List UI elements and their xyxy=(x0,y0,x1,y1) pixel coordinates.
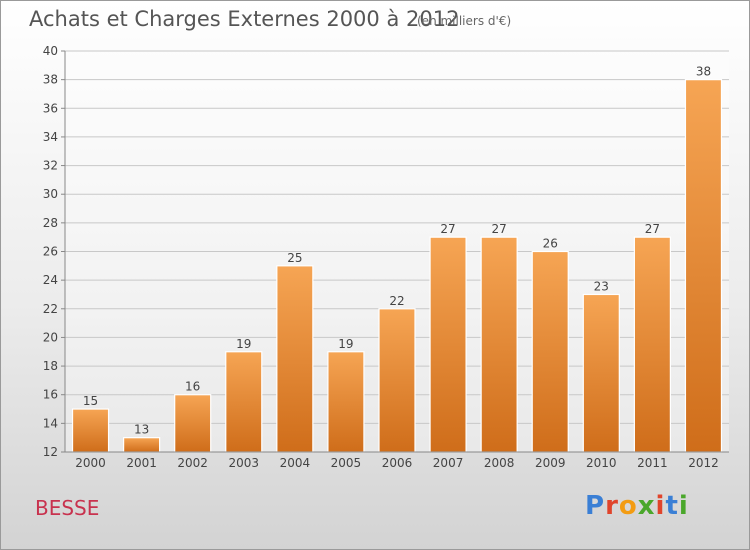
value-label: 38 xyxy=(696,65,711,79)
x-tick-label: 2000 xyxy=(75,456,106,470)
bar-2010[interactable] xyxy=(582,293,620,453)
bar-2005[interactable] xyxy=(327,351,365,453)
bar-2008[interactable] xyxy=(480,236,518,453)
y-tick-label: 30 xyxy=(43,187,58,201)
bar-2011[interactable] xyxy=(633,236,671,453)
x-tick-label: 2002 xyxy=(177,456,208,470)
bar-2000[interactable] xyxy=(71,408,110,453)
y-tick-label: 18 xyxy=(43,359,58,373)
y-tick-label: 38 xyxy=(43,73,58,87)
bar-2001[interactable] xyxy=(123,437,161,453)
value-label: 13 xyxy=(134,423,149,437)
y-tick-labels: 12 14 16 18 20 22 24 26 28 30 32 34 36 38 40 xyxy=(43,44,65,459)
logo-letter: o xyxy=(618,491,638,521)
value-label: 26 xyxy=(543,237,558,251)
y-tick-label: 24 xyxy=(43,273,58,287)
value-label: 16 xyxy=(185,380,200,394)
y-tick-label: 14 xyxy=(43,416,58,430)
x-tick-label: 2008 xyxy=(484,456,515,470)
x-tick-label: 2006 xyxy=(382,456,413,470)
x-tick-label: 2003 xyxy=(228,456,259,470)
x-tick-label: 2005 xyxy=(331,456,362,470)
value-label: 15 xyxy=(83,394,98,408)
x-tick-label: 2007 xyxy=(433,456,464,470)
x-tick-label: 2001 xyxy=(126,456,157,470)
x-tick-label: 2004 xyxy=(280,456,311,470)
bar-2012[interactable] xyxy=(684,79,723,453)
x-tick-label: 2009 xyxy=(535,456,566,470)
chart-subtitle: (en milliers d'€) xyxy=(417,14,512,28)
value-label: 27 xyxy=(492,222,507,236)
logo-letter: r xyxy=(605,491,619,521)
logo-letter: i xyxy=(678,491,689,521)
value-label: 19 xyxy=(236,337,251,351)
bar-2004[interactable] xyxy=(276,265,314,453)
value-label: 25 xyxy=(287,251,302,265)
x-tick-label: 2011 xyxy=(637,456,668,470)
bar-2007[interactable] xyxy=(429,236,467,453)
y-tick-label: 36 xyxy=(43,101,58,115)
y-tick-label: 34 xyxy=(43,130,58,144)
commune-name: BESSE xyxy=(35,496,100,520)
logo-letter: i xyxy=(655,491,666,521)
y-tick-label: 32 xyxy=(43,159,58,173)
bar-2009[interactable] xyxy=(531,250,569,453)
logo-letter: P xyxy=(585,491,606,521)
value-label: 19 xyxy=(338,337,353,351)
bar-2002[interactable] xyxy=(174,394,212,453)
y-tick-label: 12 xyxy=(43,445,58,459)
y-tick-label: 26 xyxy=(43,245,58,259)
chart-title: Achats et Charges Externes 2000 à 2012 xyxy=(29,7,460,31)
x-tick-labels: 2000 2001 2002 2003 2004 2005 2006 2007 2008 2009… xyxy=(75,456,718,470)
proxiti-logo[interactable]: Proxiti xyxy=(585,491,689,521)
value-label: 27 xyxy=(645,222,660,236)
logo-letter: x xyxy=(637,491,656,521)
y-tick-label: 28 xyxy=(43,216,58,230)
bar-2003[interactable] xyxy=(225,351,263,453)
value-label: 27 xyxy=(440,222,455,236)
y-tick-label: 40 xyxy=(43,44,58,58)
x-tick-label: 2012 xyxy=(688,456,719,470)
value-label: 23 xyxy=(594,279,609,293)
y-tick-label: 22 xyxy=(43,302,58,316)
value-labels: 15 13 16 19 25 19 22 27 27 26 23 27 38 xyxy=(83,65,711,437)
y-tick-label: 16 xyxy=(43,388,58,402)
logo-letter: t xyxy=(665,491,679,521)
x-tick-label: 2010 xyxy=(586,456,617,470)
y-tick-label: 20 xyxy=(43,330,58,344)
bar-2006[interactable] xyxy=(378,308,416,453)
value-label: 22 xyxy=(389,294,404,308)
